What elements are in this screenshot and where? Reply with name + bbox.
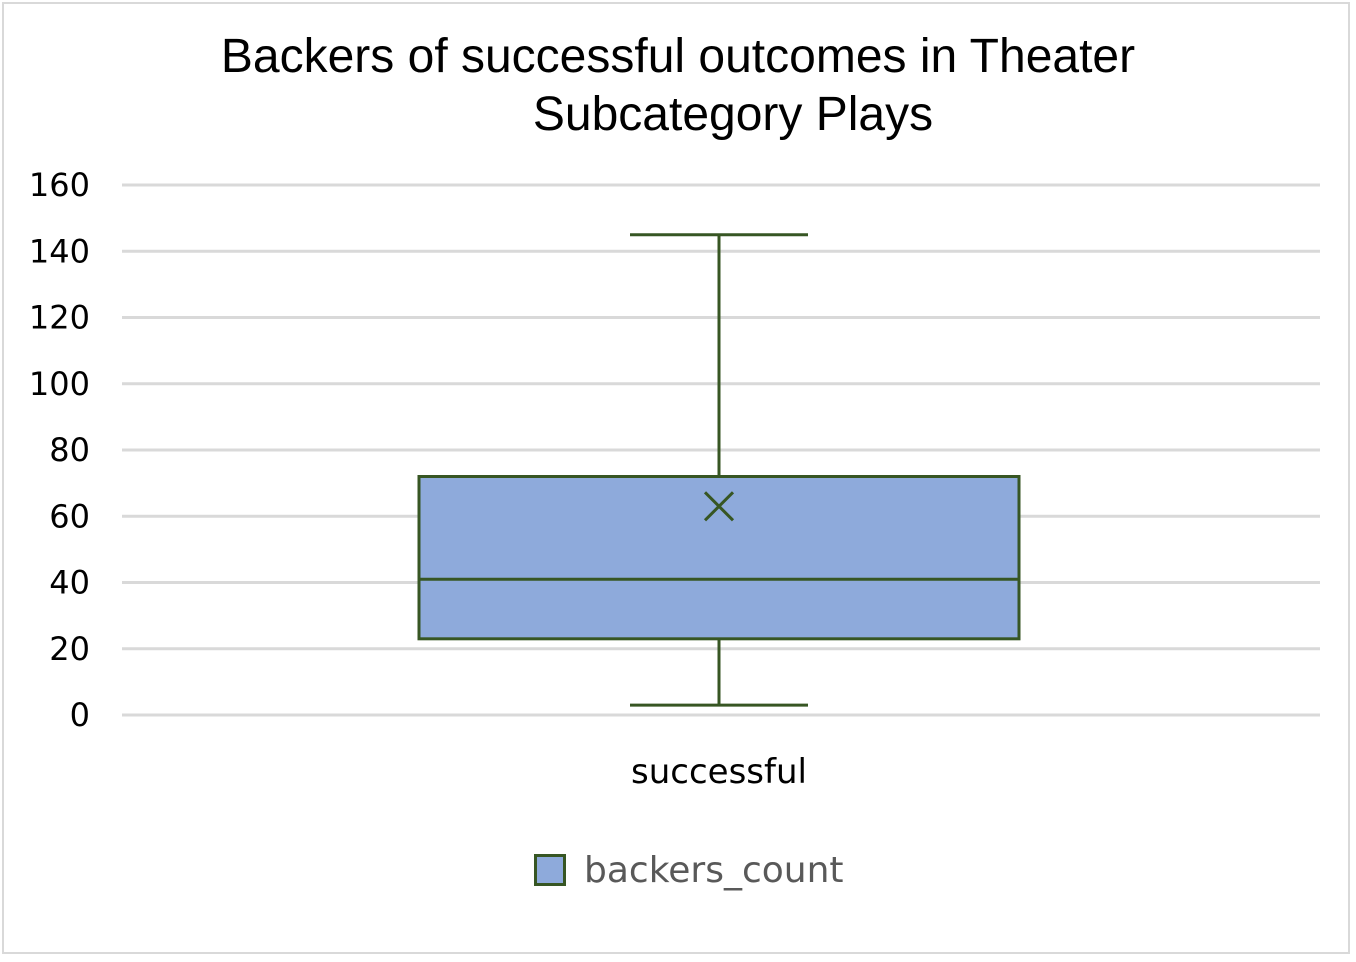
legend-label: backers_count — [584, 849, 844, 891]
y-tick-label: 80 — [49, 431, 90, 469]
mean-marker — [703, 491, 735, 522]
chart-title: Backers of successful outcomes in Theate… — [0, 28, 1356, 144]
y-tick-label: 120 — [29, 299, 90, 337]
chart-title-line-1: Backers of successful outcomes in Theate… — [220, 30, 1136, 83]
x-category-label: successful — [631, 752, 807, 792]
chart-title-line-2: Subcategory Plays — [532, 88, 934, 141]
y-tick-label: 160 — [29, 166, 90, 204]
y-tick-label: 20 — [49, 630, 90, 668]
y-tick-label: 0 — [70, 696, 90, 734]
y-tick-label: 60 — [49, 497, 90, 535]
legend: backers_count — [534, 849, 844, 891]
legend-swatch — [534, 854, 566, 886]
y-tick-label: 40 — [49, 564, 90, 602]
y-tick-label: 140 — [29, 232, 90, 270]
y-tick-label: 100 — [29, 365, 90, 403]
box-iqr — [417, 475, 1021, 641]
